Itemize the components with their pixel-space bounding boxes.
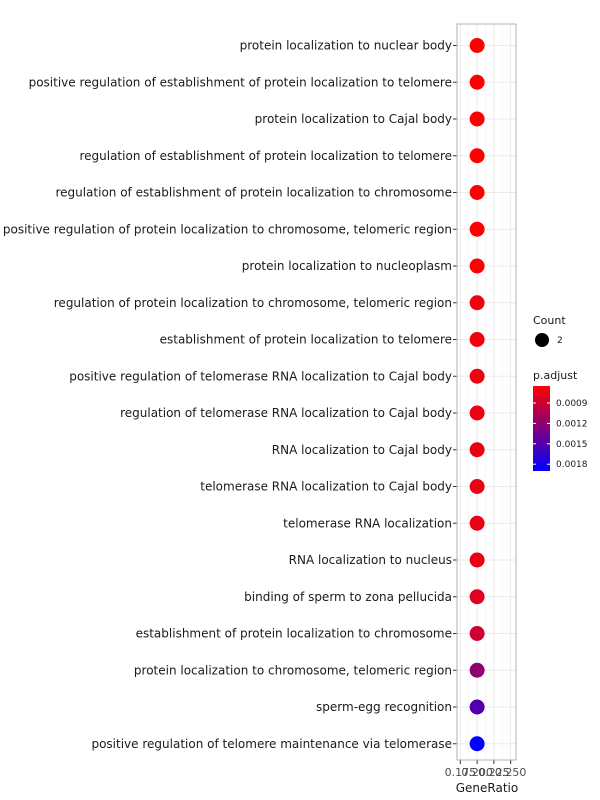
count-legend-label: 2 bbox=[557, 336, 563, 346]
x-tick-label: 0.200 bbox=[461, 766, 493, 779]
y-tick-label: regulation of telomerase RNA localizatio… bbox=[120, 406, 452, 420]
y-tick-label: protein localization to chromosome, telo… bbox=[134, 663, 452, 677]
legend-count: Count 2 bbox=[533, 314, 566, 347]
data-point bbox=[469, 258, 485, 274]
count-legend-title: Count bbox=[533, 314, 566, 327]
data-point bbox=[469, 185, 485, 200]
data-point bbox=[469, 589, 485, 605]
count-legend-dot bbox=[535, 333, 549, 347]
x-tick-label: 0.225 bbox=[478, 766, 510, 779]
y-tick-label: positive regulation of establishment of … bbox=[29, 75, 452, 89]
data-point bbox=[469, 552, 485, 568]
y-tick-label: establishment of protein localization to… bbox=[160, 333, 452, 347]
color-legend-label: 0.0015 bbox=[556, 440, 588, 450]
y-tick-label: regulation of establishment of protein l… bbox=[55, 186, 452, 200]
data-point bbox=[469, 405, 485, 421]
data-point bbox=[469, 38, 485, 53]
y-tick-label: regulation of establishment of protein l… bbox=[79, 149, 452, 163]
data-point bbox=[469, 479, 485, 494]
panel-border bbox=[456, 23, 517, 761]
y-tick-label: sperm-egg recognition bbox=[316, 700, 452, 714]
y-tick-label: positive regulation of telomerase RNA lo… bbox=[69, 369, 452, 383]
y-tick-label: RNA localization to Cajal body bbox=[272, 443, 452, 457]
y-axis-labels: protein localization to nuclear body posi… bbox=[3, 39, 457, 751]
data-point bbox=[469, 74, 485, 90]
data-point bbox=[469, 736, 485, 752]
data-point bbox=[469, 442, 485, 458]
data-point bbox=[469, 148, 485, 164]
data-point bbox=[469, 332, 485, 347]
legend-color: p.adjust 0.0009 0.0012 0.0015 0.0018 bbox=[533, 369, 588, 471]
y-tick-label: telomerase RNA localization to Cajal bod… bbox=[200, 480, 452, 494]
color-legend-ticks: 0.0009 0.0012 0.0015 0.0018 bbox=[533, 399, 588, 470]
points bbox=[469, 38, 485, 752]
color-legend-label: 0.0012 bbox=[556, 419, 588, 429]
y-tick-label: positive regulation of telomere maintena… bbox=[91, 737, 452, 751]
color-legend-title: p.adjust bbox=[533, 369, 578, 382]
x-tick-label: 0.250 bbox=[495, 766, 527, 779]
y-tick-label: binding of sperm to zona pellucida bbox=[244, 590, 452, 604]
y-tick-label: protein localization to nucleoplasm bbox=[242, 259, 452, 273]
x-tick-label: 0.175 bbox=[445, 766, 477, 779]
y-tick-label: establishment of protein localization to… bbox=[136, 627, 452, 641]
data-point bbox=[469, 699, 485, 715]
x-axis-title: GeneRatio bbox=[456, 781, 518, 795]
data-point bbox=[469, 368, 485, 384]
y-tick-label: regulation of protein localization to ch… bbox=[54, 296, 452, 310]
data-point bbox=[469, 515, 485, 531]
color-legend-bar bbox=[533, 386, 550, 471]
data-point bbox=[469, 295, 485, 311]
grid bbox=[457, 24, 516, 760]
data-point bbox=[469, 221, 485, 237]
color-legend-label: 0.0009 bbox=[556, 399, 588, 409]
y-tick-label: protein localization to Cajal body bbox=[255, 112, 452, 126]
y-tick-label: RNA localization to nucleus bbox=[289, 553, 452, 567]
data-point bbox=[469, 111, 485, 127]
color-legend-label: 0.0018 bbox=[556, 460, 588, 470]
data-point bbox=[469, 626, 485, 641]
data-point bbox=[469, 662, 485, 678]
y-tick-label: positive regulation of protein localizat… bbox=[3, 222, 452, 236]
y-tick-label: telomerase RNA localization bbox=[283, 516, 452, 530]
y-tick-label: protein localization to nuclear body bbox=[240, 39, 452, 53]
